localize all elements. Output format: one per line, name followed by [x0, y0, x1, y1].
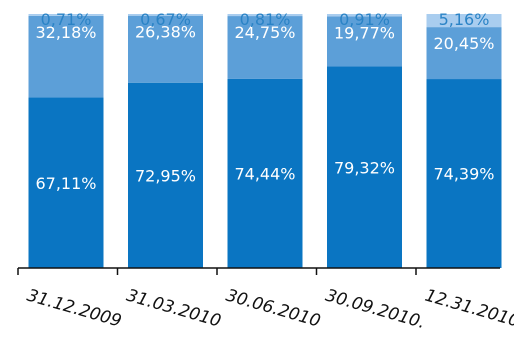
bar-segment-3-3	[227, 14, 303, 17]
data-label-3-2: 0,67%	[140, 10, 191, 29]
data-label-1-1: 67,11%	[35, 174, 96, 193]
bar-segment-1-5	[426, 79, 502, 268]
bar-segment-1-1	[28, 97, 104, 268]
bar-segment-2-5	[426, 27, 502, 80]
x-tick-label-2: 31.03.2010	[124, 286, 223, 332]
data-label-3-3: 0,81%	[240, 10, 291, 29]
segment-labels-group: 67,11% 32,18%0,71% 72,95% 26,38%0,67% 74,44%…	[35, 10, 494, 193]
x-tick-label-1: 31.12.2009	[25, 286, 124, 332]
bar-segment-1-4	[327, 66, 402, 268]
data-label-3-5: 5,16%	[439, 10, 490, 29]
bar-segment-3-5	[426, 14, 502, 28]
bar-segment-2-2	[128, 15, 203, 83]
data-label-3-1: 0,71%	[41, 10, 92, 29]
data-label-1-4: 79,32%	[334, 158, 395, 177]
x-axis-tick-labels-group: 31.12.2009 31.03.2010 30.06.2010 30.09.2010…	[25, 286, 514, 334]
bar-segment-1-3	[227, 78, 303, 268]
x-tick-label-4: 30.09.2010.	[323, 286, 427, 334]
data-label-2-1: 32,18%	[35, 23, 96, 42]
bar-segment-2-1	[28, 15, 104, 98]
bar-segment-2-4	[327, 16, 402, 67]
data-label-3-4: 0,91%	[339, 10, 390, 29]
data-label-1-3: 74,44%	[234, 164, 295, 183]
x-tick-label-3: 30.06.2010	[224, 286, 323, 332]
bar-segment-2-3	[227, 16, 303, 79]
bar-segment-3-4	[327, 14, 402, 17]
bar-segment-3-1	[28, 14, 104, 16]
x-axis-ticks-group	[17, 268, 417, 275]
data-label-2-3: 24,75%	[234, 23, 295, 42]
bar-segment-1-2	[128, 82, 203, 269]
data-label-2-4: 19,77%	[334, 23, 395, 42]
bars-group	[28, 14, 502, 269]
data-label-1-5: 74,39%	[433, 165, 494, 184]
data-label-2-2: 26,38%	[135, 23, 196, 42]
x-tick-label-5: 12.31.2010	[423, 286, 514, 332]
data-label-2-5: 20,45%	[433, 34, 494, 53]
bar-segment-3-2	[128, 14, 203, 16]
data-label-1-2: 72,95%	[135, 166, 196, 185]
